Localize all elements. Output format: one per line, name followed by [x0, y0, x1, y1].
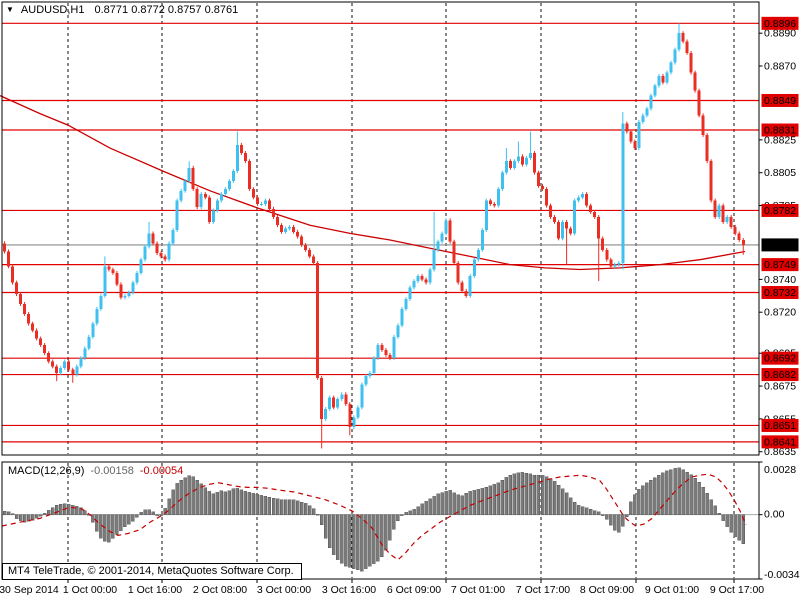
- time-axis-label: 7 Oct 01:00: [451, 584, 505, 596]
- copyright-text: MT4 TeleTrade, © 2001-2014, MetaQuotes S…: [8, 565, 294, 577]
- svg-text:0.8682: 0.8682: [764, 369, 796, 381]
- current-price-tag: 0.8761: [761, 238, 799, 252]
- time-axis-label: 3 Oct 00:00: [257, 584, 311, 596]
- macd-axis-label: 0.00: [764, 509, 785, 521]
- svg-text:0.8896: 0.8896: [764, 18, 796, 30]
- sr-price-tag: [761, 435, 799, 449]
- time-axis-label: 1 Oct 00:00: [63, 584, 117, 596]
- macd-axis-label: 0.0028: [764, 464, 796, 476]
- svg-text:0.8651: 0.8651: [764, 420, 796, 432]
- copyright-box: MT4 TeleTrade, © 2001-2014, MetaQuotes S…: [2, 563, 302, 580]
- sr-price-tag: [761, 93, 799, 107]
- macd-name: MACD(12,26,9): [8, 465, 85, 477]
- time-axis-label: 7 Oct 17:00: [516, 584, 570, 596]
- macd-histogram-layer: [2, 467, 745, 572]
- time-axis: 30 Sep 2014 1 Oct 00:00 1 Oct 16:00 2 Oct 0…: [0, 579, 764, 596]
- time-axis-label: 9 Oct 01:00: [645, 584, 699, 596]
- svg-text:0.8749: 0.8749: [764, 259, 796, 271]
- price-axis-label: 0.8740: [764, 274, 796, 286]
- price-axis-label: 0.8720: [764, 307, 796, 319]
- sr-price-tag: [761, 418, 799, 432]
- time-axis-label: 3 Oct 16:00: [322, 584, 376, 596]
- time-axis-label: 30 Sep 2014: [0, 584, 59, 596]
- svg-text:0.8849: 0.8849: [764, 95, 796, 107]
- time-axis-label: 2 Oct 08:00: [193, 584, 247, 596]
- sr-price-tag: [761, 286, 799, 300]
- macd-indicator-label: MACD(12,26,9) -0.00158 -0.00054: [8, 465, 183, 477]
- price-axis-label: 0.8870: [764, 61, 796, 73]
- symbol-dropdown-icon[interactable]: ▼: [6, 5, 14, 14]
- macd-signal-value: -0.00054: [139, 465, 184, 477]
- main-panel-border: [1, 1, 760, 456]
- time-axis-label: 6 Oct 09:00: [387, 584, 441, 596]
- macd-signal-line: [1, 473, 747, 561]
- time-axis-label: 8 Oct 09:00: [580, 584, 634, 596]
- sr-lines-layer: [2, 22, 759, 443]
- sr-price-tag: [761, 123, 799, 137]
- price-axis-label: 0.8805: [764, 167, 796, 179]
- time-axis-label: 1 Oct 16:00: [128, 584, 182, 596]
- candles-layer: [3, 23, 745, 449]
- symbol-period-label: AUDUSD,H1: [20, 4, 85, 16]
- sr-price-tag: [761, 368, 799, 382]
- svg-text:0.8782: 0.8782: [764, 205, 796, 217]
- macd-panel-border: [1, 461, 760, 580]
- macd-axis: 0.0028 0.00 -0.00342: [759, 461, 800, 581]
- price-tags: 0.8896 0.8849 0.8831 0.8782 0.8749 0.8732 0.86…: [761, 16, 799, 449]
- svg-text:0.8761: 0.8761: [764, 239, 796, 251]
- ohlc-readout: 0.8771 0.8772 0.8757 0.8761: [94, 4, 239, 16]
- sr-price-tag: [761, 351, 799, 365]
- svg-text:0.8692: 0.8692: [764, 353, 796, 365]
- macd-main-value: -0.00158: [90, 465, 134, 477]
- svg-text:0.8831: 0.8831: [764, 125, 796, 137]
- svg-text:0.8732: 0.8732: [764, 287, 796, 299]
- chart-title: ▼ AUDUSD,H1 0.8771 0.8772 0.8757 0.8761: [6, 4, 238, 16]
- macd-axis-label: -0.00342: [764, 569, 800, 581]
- ma-line: [0, 95, 746, 271]
- price-axis-label: 0.8825: [764, 134, 796, 146]
- price-axis-label: 0.8635: [764, 446, 796, 458]
- sr-price-tag: [761, 16, 799, 30]
- sr-price-tag: [761, 203, 799, 217]
- price-axis-label: 0.8675: [764, 381, 796, 393]
- svg-text:0.8641: 0.8641: [764, 436, 796, 448]
- time-axis-label: 9 Oct 17:00: [710, 584, 764, 596]
- price-axis-label: 0.8890: [764, 28, 796, 40]
- sr-price-tag: [761, 258, 799, 272]
